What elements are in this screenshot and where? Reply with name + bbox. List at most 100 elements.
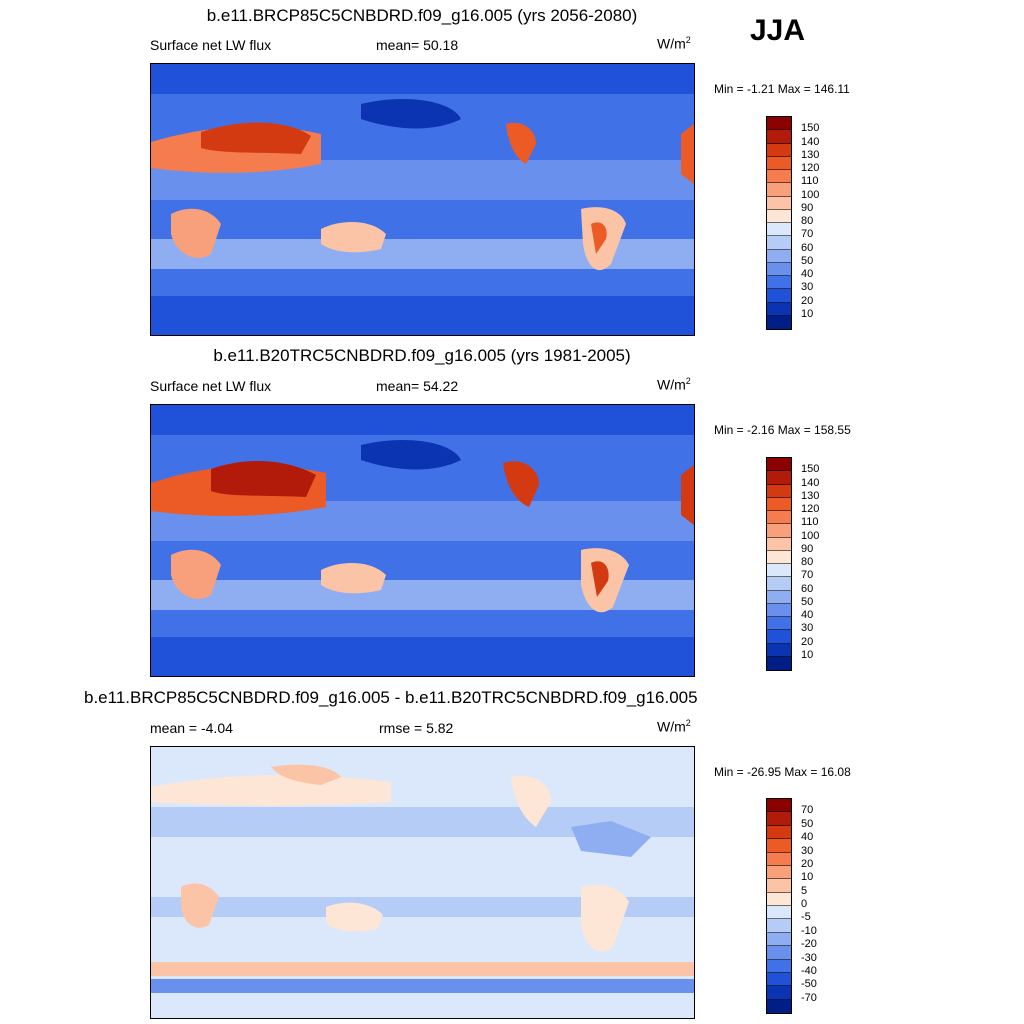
panel-1-title: b.e11.BRCP85C5CNBDRD.f09_g16.005 (yrs 20… — [206, 6, 638, 25]
colorbar-swatch — [767, 879, 791, 893]
panel-3-rmse-label: rmse = 5.82 — [379, 720, 454, 736]
colorbar-label: 60 — [801, 241, 814, 254]
colorbar-swatch — [767, 484, 791, 498]
panel-2-minmax: Min = -2.16 Max = 158.55 — [714, 423, 851, 437]
colorbar-swatch — [767, 799, 791, 813]
panel-1-map — [150, 63, 695, 336]
panel-1-units: W/m2 — [657, 35, 691, 52]
colorbar-label: 70 — [801, 569, 814, 582]
colorbar-label: 40 — [801, 268, 814, 280]
panel-1-variable-label: Surface net LW flux — [150, 37, 272, 53]
panel-2-colorbar-labels: 150 140 130 120 110 100 90 80 70 60 50 40 30 20 10 — [801, 457, 841, 669]
colorbar-swatch — [767, 524, 791, 538]
colorbar-label: 20 — [801, 294, 814, 307]
colorbar-swatch — [767, 302, 791, 316]
colorbar-swatch — [767, 130, 791, 144]
colorbar-swatch — [767, 143, 791, 157]
colorbar-label: 70 — [801, 228, 814, 241]
colorbar-label: 110 — [801, 175, 819, 188]
colorbar-swatch — [767, 537, 791, 551]
colorbar-label: 50 — [801, 254, 814, 267]
colorbar-swatch — [767, 249, 791, 263]
colorbar-label: 140 — [801, 135, 820, 148]
colorbar-swatch — [767, 617, 791, 631]
colorbar-swatch — [767, 315, 791, 329]
panel-2-mean-label: mean= 54.22 — [376, 378, 459, 394]
panel-2-units: W/m2 — [657, 376, 691, 393]
colorbar-label: 100 — [801, 188, 820, 201]
colorbar-swatch — [767, 276, 791, 290]
colorbar-label: -10 — [801, 924, 817, 937]
panel-3-colorbar — [766, 798, 792, 1014]
colorbar-label: 20 — [801, 857, 814, 870]
colorbar-label: 0 — [801, 898, 808, 910]
colorbar-swatch — [767, 577, 791, 591]
colorbar-label: -30 — [801, 951, 817, 964]
colorbar-swatch — [767, 865, 791, 880]
season-label: JJA — [750, 14, 806, 47]
colorbar-swatch — [767, 564, 791, 578]
colorbar-swatch — [767, 471, 791, 485]
colorbar-label: 130 — [801, 148, 820, 161]
panel-2-map — [150, 404, 695, 677]
colorbar-swatch — [767, 946, 791, 960]
colorbar-swatch — [767, 170, 791, 184]
colorbar-label: 150 — [801, 122, 820, 135]
colorbar-swatch — [767, 825, 791, 840]
colorbar-label: 30 — [801, 622, 814, 635]
colorbar-label: 40 — [801, 609, 814, 621]
colorbar-label: -5 — [801, 911, 811, 924]
colorbar-label: 80 — [801, 556, 814, 568]
colorbar-swatch — [767, 289, 791, 303]
colorbar-label: 30 — [801, 844, 814, 857]
colorbar-swatch — [767, 497, 791, 511]
colorbar-swatch — [767, 999, 791, 1013]
colorbar-label: 50 — [801, 817, 814, 830]
colorbar-label: 90 — [801, 542, 814, 555]
colorbar-swatch — [767, 590, 791, 604]
colorbar-label: 30 — [801, 281, 814, 294]
colorbar-label: 50 — [801, 595, 814, 608]
panel-3-map — [150, 746, 695, 1019]
panel-3-title: b.e11.BRCP85C5CNBDRD.f09_g16.005 - b.e11… — [84, 688, 698, 707]
panel-3-colorbar-labels: 70 50 40 30 20 10 5 0 -5 -10 -20 -30 -40 -50 -70 — [801, 798, 841, 1012]
panel-1-colorbar — [766, 116, 792, 330]
colorbar-label: -40 — [801, 964, 817, 977]
panel-1-mean-label: mean= 50.18 — [376, 37, 459, 53]
colorbar-swatch — [767, 603, 791, 617]
colorbar-swatch — [767, 117, 791, 131]
colorbar-swatch — [767, 262, 791, 276]
colorbar-swatch — [767, 906, 791, 920]
colorbar-label: 120 — [801, 503, 820, 515]
colorbar-swatch — [767, 223, 791, 237]
colorbar-label: 40 — [801, 831, 814, 844]
colorbar-swatch — [767, 812, 791, 826]
colorbar-label: 70 — [801, 804, 814, 817]
colorbar-label: -70 — [801, 991, 817, 1004]
colorbar-label: 10 — [801, 871, 814, 884]
panel-1-colorbar-labels: 150 140 130 120 110 100 90 80 70 60 50 40 30 20 10 — [801, 116, 841, 328]
colorbar-swatch — [767, 932, 791, 947]
colorbar-swatch — [767, 156, 791, 170]
colorbar-swatch — [767, 986, 791, 1000]
colorbar-label: -50 — [801, 978, 817, 991]
colorbar-swatch — [767, 209, 791, 223]
colorbar-swatch — [767, 550, 791, 564]
panel-1-minmax: Min = -1.21 Max = 146.11 — [714, 82, 850, 96]
panel-3-mean-label: mean = -4.04 — [150, 720, 233, 736]
colorbar-label: 10 — [801, 648, 814, 661]
colorbar-label: 150 — [801, 463, 820, 476]
colorbar-label: 80 — [801, 215, 814, 227]
panel-3-units: W/m2 — [657, 718, 691, 735]
colorbar-swatch — [767, 183, 791, 197]
colorbar-label: 120 — [801, 162, 820, 174]
colorbar-label: 20 — [801, 635, 814, 648]
panel-2-colorbar — [766, 457, 792, 671]
colorbar-swatch — [767, 892, 791, 906]
colorbar-swatch — [767, 458, 791, 472]
colorbar-swatch — [767, 959, 791, 973]
colorbar-swatch — [767, 919, 791, 933]
colorbar-label: 60 — [801, 582, 814, 595]
colorbar-label: 110 — [801, 516, 819, 529]
colorbar-swatch — [767, 236, 791, 250]
